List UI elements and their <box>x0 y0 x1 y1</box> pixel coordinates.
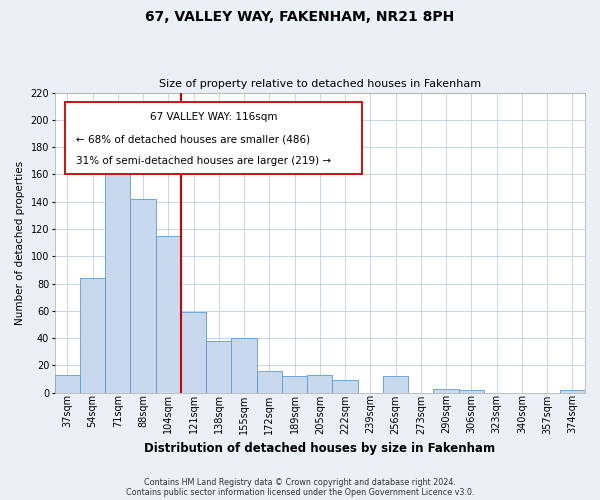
Text: 67, VALLEY WAY, FAKENHAM, NR21 8PH: 67, VALLEY WAY, FAKENHAM, NR21 8PH <box>145 10 455 24</box>
Y-axis label: Number of detached properties: Number of detached properties <box>15 160 25 324</box>
Bar <box>560 390 585 393</box>
FancyBboxPatch shape <box>65 102 362 174</box>
Bar <box>332 380 358 393</box>
Bar <box>307 375 332 393</box>
Bar <box>55 375 80 393</box>
Bar <box>130 199 156 393</box>
Bar <box>232 338 257 393</box>
Bar <box>156 236 181 393</box>
Bar <box>181 312 206 393</box>
Bar <box>383 376 408 393</box>
Bar <box>282 376 307 393</box>
X-axis label: Distribution of detached houses by size in Fakenham: Distribution of detached houses by size … <box>145 442 496 455</box>
Title: Size of property relative to detached houses in Fakenham: Size of property relative to detached ho… <box>159 79 481 89</box>
Bar <box>433 388 459 393</box>
Text: ← 68% of detached houses are smaller (486): ← 68% of detached houses are smaller (48… <box>76 134 310 144</box>
Text: Contains public sector information licensed under the Open Government Licence v3: Contains public sector information licen… <box>126 488 474 497</box>
Bar <box>459 390 484 393</box>
Text: 67 VALLEY WAY: 116sqm: 67 VALLEY WAY: 116sqm <box>150 112 278 122</box>
Text: 31% of semi-detached houses are larger (219) →: 31% of semi-detached houses are larger (… <box>76 156 331 166</box>
Bar <box>105 161 130 393</box>
Text: Contains HM Land Registry data © Crown copyright and database right 2024.: Contains HM Land Registry data © Crown c… <box>144 478 456 487</box>
Bar <box>206 341 232 393</box>
Bar <box>80 278 105 393</box>
Bar <box>257 371 282 393</box>
